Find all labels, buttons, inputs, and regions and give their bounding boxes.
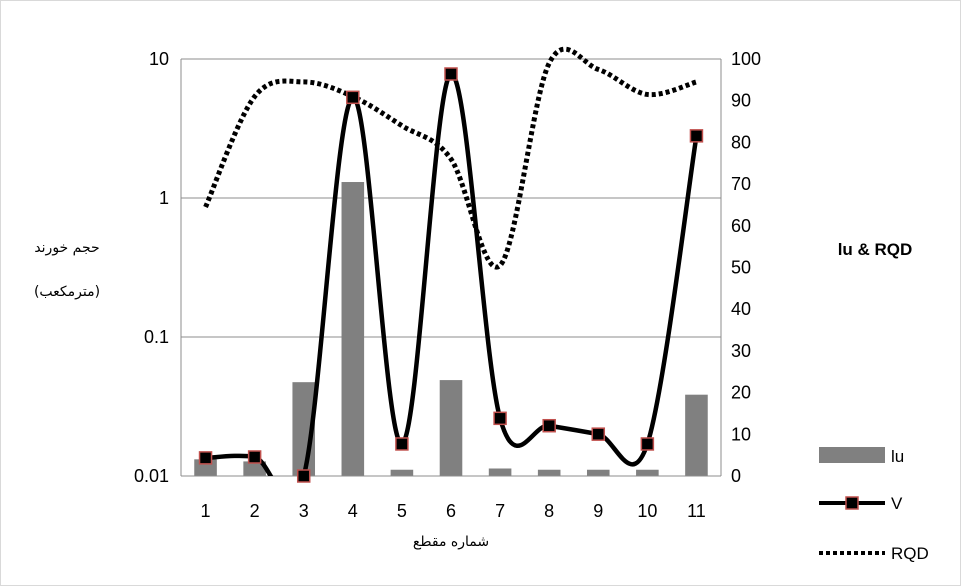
x-tick-label: 8 — [544, 501, 554, 521]
v-marker — [542, 418, 556, 433]
x-tick-label: 4 — [348, 501, 358, 521]
v-marker — [247, 450, 262, 464]
left-axis-title-line-1: حجم خورند — [34, 240, 99, 256]
left-tick-label: 10 — [149, 49, 169, 69]
left-tick-label: 0.1 — [144, 327, 169, 347]
right-tick-label: 90 — [731, 91, 751, 111]
legend-swatch-v-marker — [845, 496, 859, 510]
x-tick-label: 6 — [446, 501, 456, 521]
lu-bar — [341, 182, 365, 476]
x-tick-label: 7 — [495, 501, 505, 521]
v-marker — [296, 469, 311, 483]
lu-bar — [685, 394, 708, 476]
series-lines — [203, 46, 699, 476]
x-tick-labels: 1 2 3 4 5 6 7 8 9 10 11 — [201, 501, 706, 521]
v-line — [205, 71, 699, 476]
lu-bar — [488, 468, 512, 476]
right-tick-label: 100 — [731, 49, 761, 69]
legend-swatch-lu — [819, 447, 885, 463]
x-axis-title: شماره مقطع — [413, 534, 489, 550]
right-tick-label: 20 — [731, 383, 751, 403]
v-markers — [198, 67, 704, 483]
v-marker — [591, 427, 606, 441]
v-marker — [689, 129, 704, 143]
v-marker — [198, 451, 213, 465]
v-marker — [640, 437, 655, 451]
left-tick-labels: 10 1 0.1 0.01 — [134, 49, 169, 486]
right-tick-label: 80 — [731, 132, 751, 152]
left-tick-label: 0.01 — [134, 466, 169, 486]
lu-bar — [243, 461, 266, 476]
v-marker — [493, 411, 507, 426]
legend: lu V RQD — [819, 447, 929, 563]
right-tick-label: 30 — [731, 341, 751, 361]
v-marker — [346, 90, 360, 105]
right-tick-label: 50 — [731, 258, 751, 278]
rqd-line — [203, 46, 698, 270]
lu-bar — [636, 469, 659, 476]
v-marker — [395, 437, 409, 451]
right-tick-label: 10 — [731, 424, 751, 444]
x-tick-label: 10 — [637, 501, 657, 521]
x-tick-label: 5 — [397, 501, 407, 521]
legend-label-lu: lu — [891, 447, 904, 466]
v-marker — [444, 67, 458, 81]
x-tick-label: 2 — [250, 501, 260, 521]
right-tick-label: 40 — [731, 299, 751, 319]
lu-bar — [390, 469, 414, 476]
right-axis-title: lu & RQD — [838, 240, 913, 259]
legend-label-v: V — [891, 494, 903, 513]
lu-bars — [194, 182, 708, 476]
x-tick-label: 1 — [201, 501, 211, 521]
x-tick-label: 9 — [593, 501, 603, 521]
left-axis-title-line-2: (مترمکعب) — [34, 284, 100, 300]
lu-bar — [586, 469, 610, 476]
x-tick-label: 11 — [687, 501, 706, 521]
right-tick-label: 0 — [731, 466, 741, 486]
x-tick-label: 3 — [299, 501, 309, 521]
right-tick-label: 70 — [731, 174, 751, 194]
lu-bar — [537, 469, 561, 476]
lu-bar — [439, 380, 463, 476]
right-tick-label: 60 — [731, 216, 751, 236]
left-tick-label: 1 — [159, 188, 169, 208]
legend-label-rqd: RQD — [891, 544, 929, 563]
gridlines — [181, 58, 721, 338]
